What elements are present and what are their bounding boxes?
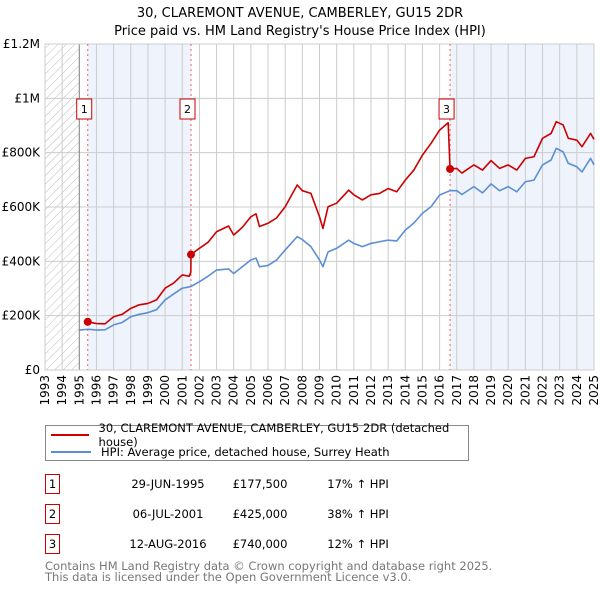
chart-subtitle: Price paid vs. HM Land Registry's House … [114,24,486,39]
footer-licence: This data is licensed under the Open Gov… [45,570,412,584]
x-tick-label: 2018 [467,375,481,406]
sale-date: 12-AUG-2016 [129,537,207,551]
sale-row: 3 12-AUG-2016 £740,000 12% ↑ HPI [45,534,445,554]
x-tick-label: 2002 [192,375,206,406]
x-tick-label: 2003 [210,375,224,406]
x-tick-label: 2009 [313,375,327,406]
y-tick-label: £200K [2,309,42,323]
sale-point [446,164,455,173]
sale-hpi-diff: 38% ↑ HPI [327,507,389,521]
sale-point [83,317,92,326]
y-tick-label: £0 [25,363,40,377]
x-tick-label: 1996 [89,375,103,406]
x-tick-label: 2024 [570,375,584,406]
x-tick-label: 2010 [330,375,344,406]
x-tick-label: 2004 [227,375,241,406]
footer-copyright: Contains HM Land Registry data © Crown c… [45,559,493,573]
y-tick-label: £1.2M [3,37,40,51]
legend-label: 30, CLAREMONT AVENUE, CAMBERLEY, GU15 2D… [98,421,450,449]
sale-hpi-diff: 17% ↑ HPI [327,477,389,491]
x-tick-label: 1993 [38,375,52,406]
x-tick-label: 1994 [55,375,69,406]
sale-hpi-diff: 12% ↑ HPI [327,537,389,551]
x-tick-label: 2013 [381,375,395,406]
x-tick-label: 2020 [501,375,515,406]
sale-marker-number: 3 [45,534,60,554]
legend-swatch-blue [51,451,91,453]
hpi-series-line [79,147,595,331]
sale-marker-box [179,98,196,120]
x-tick-label: 2007 [278,375,292,406]
property-series-line [87,120,595,325]
sale-point [186,250,195,259]
x-tick-label: 1997 [107,375,121,406]
x-tick-label: 2012 [364,375,378,406]
sale-price: £425,000 [232,507,288,521]
x-tick-label: 2022 [536,375,550,406]
price-chart: 30, CLAREMONT AVENUE, CAMBERLEY, GU15 2D… [2,6,600,406]
sale-marker-label: 1 [81,103,88,116]
x-tick-label: 2016 [433,375,447,406]
legend-label: HPI: Average price, detached house, Surr… [101,445,390,459]
x-tick-label: 2023 [553,375,567,406]
x-tick-label: 1995 [72,375,86,406]
x-tick-label: 2008 [295,375,309,406]
legend-swatch-red [51,434,89,436]
legend-item-hpi: HPI: Average price, detached house, Surr… [46,444,390,460]
x-tick-label: 1998 [124,375,138,406]
x-tick-label: 2017 [450,375,464,406]
x-tick-label: 2025 [587,375,600,406]
sale-marker-label: 3 [443,103,450,116]
sale-date: 29-JUN-1995 [131,477,205,491]
sale-row: 1 29-JUN-1995 £177,500 17% ↑ HPI [45,474,445,494]
sale-price: £740,000 [232,537,288,551]
x-tick-label: 2014 [398,375,412,406]
x-tick-label: 1999 [141,375,155,406]
x-tick-label: 2001 [175,375,189,406]
x-tick-label: 2015 [415,375,429,406]
x-tick-label: 2011 [347,375,361,406]
y-tick-label: £1M [14,91,40,105]
sale-price: £177,500 [232,477,288,491]
sale-row: 2 06-JUL-2001 £425,000 38% ↑ HPI [45,504,445,524]
sale-date: 06-JUL-2001 [132,507,204,521]
x-tick-label: 2000 [158,375,172,406]
x-tick-label: 2019 [484,375,498,406]
sale-marker-number: 2 [45,504,60,524]
x-tick-label: 2021 [518,375,532,406]
legend: 30, CLAREMONT AVENUE, CAMBERLEY, GU15 2D… [45,421,469,461]
x-tick-label: 2006 [261,375,275,406]
sale-marker-number: 1 [45,474,60,494]
sale-marker-label: 2 [184,103,191,116]
x-tick-label: 2005 [244,375,258,406]
y-tick-label: £400K [2,254,42,268]
y-tick-label: £600K [2,200,42,214]
sale-marker-box [76,98,93,120]
chart-title: 30, CLAREMONT AVENUE, CAMBERLEY, GU15 2D… [137,6,463,21]
sale-marker-box [438,98,455,120]
plot-frame [44,43,595,371]
legend-item-property: 30, CLAREMONT AVENUE, CAMBERLEY, GU15 2D… [46,421,468,449]
y-tick-label: £800K [2,146,42,160]
